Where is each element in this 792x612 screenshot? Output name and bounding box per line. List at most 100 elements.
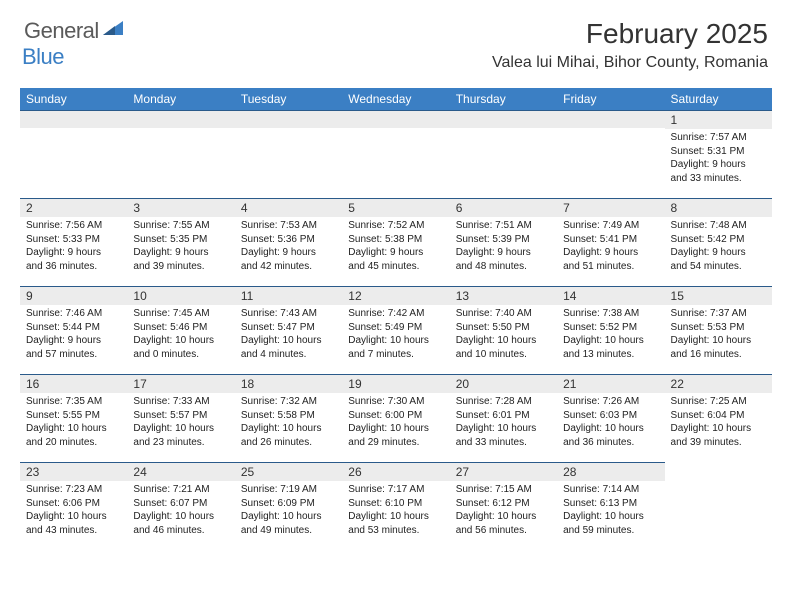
day-info-line: and 33 minutes.	[671, 172, 766, 186]
day-info-line: and 51 minutes.	[563, 260, 658, 274]
day-info-line: Sunset: 6:10 PM	[348, 497, 443, 511]
day-info-line: Sunset: 5:31 PM	[671, 145, 766, 159]
calendar-day-cell: 10Sunrise: 7:45 AMSunset: 5:46 PMDayligh…	[127, 286, 234, 374]
day-info-line: Sunset: 6:03 PM	[563, 409, 658, 423]
calendar-week-row: 1Sunrise: 7:57 AMSunset: 5:31 PMDaylight…	[20, 110, 772, 198]
day-info-line: Daylight: 10 hours	[563, 422, 658, 436]
calendar-day-cell: 2Sunrise: 7:56 AMSunset: 5:33 PMDaylight…	[20, 198, 127, 286]
day-info-line: Daylight: 10 hours	[133, 334, 228, 348]
day-info-line: Sunrise: 7:23 AM	[26, 483, 121, 497]
day-number: 8	[665, 198, 772, 217]
day-number: 1	[665, 110, 772, 129]
day-info-line: Sunrise: 7:25 AM	[671, 395, 766, 409]
day-info: Sunrise: 7:43 AMSunset: 5:47 PMDaylight:…	[235, 305, 342, 365]
day-number: 15	[665, 286, 772, 305]
day-info: Sunrise: 7:19 AMSunset: 6:09 PMDaylight:…	[235, 481, 342, 541]
calendar-day-cell	[450, 110, 557, 198]
day-info: Sunrise: 7:32 AMSunset: 5:58 PMDaylight:…	[235, 393, 342, 453]
day-info-line: Daylight: 10 hours	[456, 510, 551, 524]
calendar-day-cell: 25Sunrise: 7:19 AMSunset: 6:09 PMDayligh…	[235, 462, 342, 550]
weekday-header: Friday	[557, 88, 664, 110]
day-info-line: and 7 minutes.	[348, 348, 443, 362]
location: Valea lui Mihai, Bihor County, Romania	[492, 54, 768, 72]
day-info-line: Sunrise: 7:14 AM	[563, 483, 658, 497]
calendar-day-cell: 5Sunrise: 7:52 AMSunset: 5:38 PMDaylight…	[342, 198, 449, 286]
day-info-line: Daylight: 9 hours	[348, 246, 443, 260]
day-info-line: Sunrise: 7:45 AM	[133, 307, 228, 321]
calendar-week-row: 16Sunrise: 7:35 AMSunset: 5:55 PMDayligh…	[20, 374, 772, 462]
day-number: 19	[342, 374, 449, 393]
day-info: Sunrise: 7:28 AMSunset: 6:01 PMDaylight:…	[450, 393, 557, 453]
day-info-line: Sunrise: 7:52 AM	[348, 219, 443, 233]
day-number: 26	[342, 462, 449, 481]
day-info-line: Sunset: 6:04 PM	[671, 409, 766, 423]
day-info-line: and 56 minutes.	[456, 524, 551, 538]
day-info-line: Daylight: 10 hours	[671, 334, 766, 348]
calendar-day-cell: 7Sunrise: 7:49 AMSunset: 5:41 PMDaylight…	[557, 198, 664, 286]
day-number: 25	[235, 462, 342, 481]
calendar-day-cell: 4Sunrise: 7:53 AMSunset: 5:36 PMDaylight…	[235, 198, 342, 286]
calendar-day-cell: 22Sunrise: 7:25 AMSunset: 6:04 PMDayligh…	[665, 374, 772, 462]
day-number: 2	[20, 198, 127, 217]
day-info-line: Sunset: 5:39 PM	[456, 233, 551, 247]
day-info-line: and 36 minutes.	[563, 436, 658, 450]
weekday-header: Monday	[127, 88, 234, 110]
day-number: 18	[235, 374, 342, 393]
day-number: 4	[235, 198, 342, 217]
day-number: 28	[557, 462, 664, 481]
calendar-day-cell: 9Sunrise: 7:46 AMSunset: 5:44 PMDaylight…	[20, 286, 127, 374]
day-info-line: and 39 minutes.	[671, 436, 766, 450]
day-number: 16	[20, 374, 127, 393]
calendar-day-cell: 27Sunrise: 7:15 AMSunset: 6:12 PMDayligh…	[450, 462, 557, 550]
day-info-line: and 43 minutes.	[26, 524, 121, 538]
day-number: 5	[342, 198, 449, 217]
day-info: Sunrise: 7:30 AMSunset: 6:00 PMDaylight:…	[342, 393, 449, 453]
day-info-line: Daylight: 10 hours	[348, 422, 443, 436]
day-info-line: Sunset: 6:07 PM	[133, 497, 228, 511]
day-info: Sunrise: 7:49 AMSunset: 5:41 PMDaylight:…	[557, 217, 664, 277]
calendar-day-cell: 20Sunrise: 7:28 AMSunset: 6:01 PMDayligh…	[450, 374, 557, 462]
logo: General	[24, 18, 125, 44]
day-info-line: and 48 minutes.	[456, 260, 551, 274]
calendar-day-cell: 24Sunrise: 7:21 AMSunset: 6:07 PMDayligh…	[127, 462, 234, 550]
day-info-line: Sunset: 5:46 PM	[133, 321, 228, 335]
day-info-line: Sunset: 5:50 PM	[456, 321, 551, 335]
calendar-day-cell	[20, 110, 127, 198]
month-title: February 2025	[492, 18, 768, 50]
day-info: Sunrise: 7:17 AMSunset: 6:10 PMDaylight:…	[342, 481, 449, 541]
day-info-line: and 39 minutes.	[133, 260, 228, 274]
day-info-line: Sunrise: 7:30 AM	[348, 395, 443, 409]
day-number-empty	[127, 110, 234, 128]
day-info-line: Sunset: 5:55 PM	[26, 409, 121, 423]
day-info-line: Sunset: 6:09 PM	[241, 497, 336, 511]
day-info-line: and 36 minutes.	[26, 260, 121, 274]
day-info-line: Sunrise: 7:19 AM	[241, 483, 336, 497]
day-info-line: Sunrise: 7:32 AM	[241, 395, 336, 409]
calendar-day-cell: 16Sunrise: 7:35 AMSunset: 5:55 PMDayligh…	[20, 374, 127, 462]
day-info-line: Daylight: 10 hours	[671, 422, 766, 436]
day-number: 12	[342, 286, 449, 305]
day-info-line: Daylight: 10 hours	[241, 334, 336, 348]
day-info-line: Sunset: 6:00 PM	[348, 409, 443, 423]
day-info-line: Daylight: 10 hours	[26, 422, 121, 436]
calendar-day-cell: 1Sunrise: 7:57 AMSunset: 5:31 PMDaylight…	[665, 110, 772, 198]
day-info: Sunrise: 7:52 AMSunset: 5:38 PMDaylight:…	[342, 217, 449, 277]
day-number: 21	[557, 374, 664, 393]
day-info: Sunrise: 7:14 AMSunset: 6:13 PMDaylight:…	[557, 481, 664, 541]
day-number: 17	[127, 374, 234, 393]
day-info-line: Sunset: 5:36 PM	[241, 233, 336, 247]
day-info-line: and 29 minutes.	[348, 436, 443, 450]
day-info: Sunrise: 7:53 AMSunset: 5:36 PMDaylight:…	[235, 217, 342, 277]
day-info-line: and 45 minutes.	[348, 260, 443, 274]
day-info-line: and 20 minutes.	[26, 436, 121, 450]
day-info-line: Daylight: 10 hours	[563, 510, 658, 524]
day-info: Sunrise: 7:37 AMSunset: 5:53 PMDaylight:…	[665, 305, 772, 365]
calendar-day-cell	[127, 110, 234, 198]
day-number: 7	[557, 198, 664, 217]
header: General February 2025 Valea lui Mihai, B…	[0, 0, 792, 80]
day-info-line: Sunrise: 7:21 AM	[133, 483, 228, 497]
day-number-empty	[20, 110, 127, 128]
day-info-line: and 42 minutes.	[241, 260, 336, 274]
logo-text-blue: Blue	[22, 44, 64, 69]
day-info-line: and 26 minutes.	[241, 436, 336, 450]
